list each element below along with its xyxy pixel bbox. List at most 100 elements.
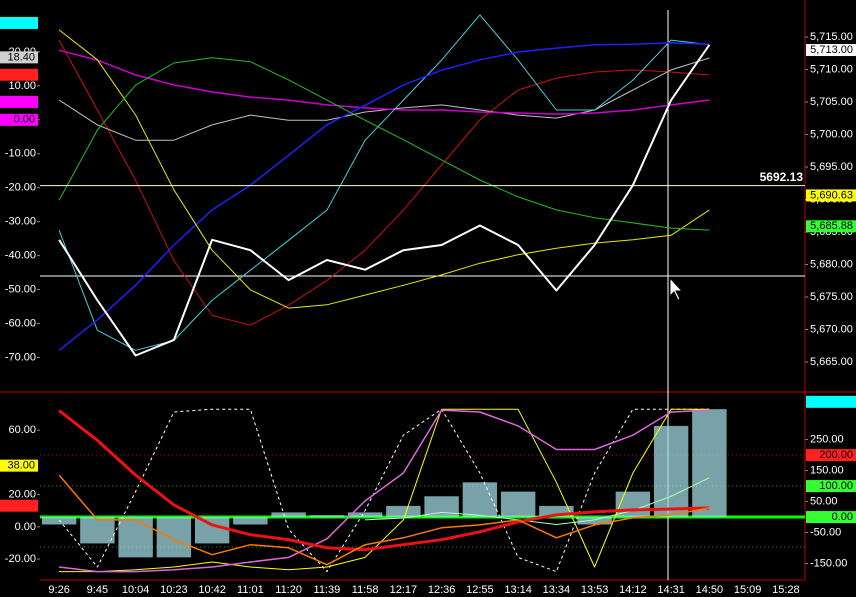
y-tick-label: 0.00 <box>15 521 36 533</box>
x-tick-label: 11:01 <box>237 584 264 596</box>
value-badge-label: 0.00 <box>832 511 853 523</box>
x-tick-label: 11:39 <box>314 584 341 596</box>
x-tick-label: 9:45 <box>87 584 108 596</box>
histogram-bar <box>271 512 306 518</box>
y-tick-label: 10.00 <box>8 80 36 92</box>
x-tick-label: 10:42 <box>198 584 226 596</box>
y2-tick-label: 5,665.00 <box>810 356 853 368</box>
x-tick-label: 13:34 <box>543 584 571 596</box>
y-tick-label: -40.00 <box>5 250 36 262</box>
y-tick-label: -30.00 <box>5 216 36 228</box>
mouse-cursor <box>669 276 684 301</box>
y2-tick-label: 5,680.00 <box>810 258 853 270</box>
histogram-bar <box>156 517 192 558</box>
value-badge <box>0 95 38 108</box>
x-tick-label: 13:53 <box>581 584 609 596</box>
histogram-bar <box>309 515 345 518</box>
x-tick-label: 14:31 <box>657 584 685 596</box>
histogram-bar <box>386 505 421 518</box>
value-badge <box>0 68 38 81</box>
y2-tick-label: -50.00 <box>810 526 841 538</box>
price-line-label: 5692.13 <box>760 170 804 184</box>
histogram-bar <box>347 512 383 518</box>
value-badge-label: 5,713.00 <box>810 44 853 56</box>
histogram-bar <box>577 517 612 525</box>
y2-tick-label: -150.00 <box>810 557 847 569</box>
value-badge <box>0 113 38 126</box>
y-tick-label: -50.00 <box>5 283 36 295</box>
x-tick-label: 12:55 <box>466 584 494 596</box>
x-tick-label: 11:58 <box>352 584 379 596</box>
y2-tick-label: 5,715.00 <box>810 31 853 43</box>
value-badge <box>0 51 38 64</box>
y2-tick-label: 5,710.00 <box>810 63 853 75</box>
plot-area <box>58 14 711 357</box>
x-tick-label: 10:04 <box>122 584 150 596</box>
y-tick-label: -60.00 <box>5 317 36 329</box>
y2-tick-label: 250.00 <box>810 433 844 445</box>
series-line <box>58 42 710 351</box>
series-line <box>58 57 710 231</box>
x-tick-label: 14:12 <box>619 584 647 596</box>
series-line <box>365 477 710 525</box>
y-tick-label: -20.00 <box>5 553 36 565</box>
x-tick-label: 15:28 <box>772 584 800 596</box>
histogram-bar <box>41 517 77 525</box>
x-tick-label: 9:26 <box>48 584 69 596</box>
y2-tick-label: 5,700.00 <box>810 128 853 140</box>
value-badge <box>0 499 38 512</box>
x-tick-label: 10:23 <box>160 584 188 596</box>
series-line <box>58 39 710 326</box>
histogram-bar <box>653 425 689 518</box>
series-line <box>59 408 710 573</box>
plot-area <box>41 408 727 573</box>
series-line <box>58 29 710 309</box>
y-tick-label: 20.00 <box>8 489 36 501</box>
series-line <box>58 49 710 115</box>
histogram-bar <box>194 517 230 544</box>
y2-tick-label: 5,670.00 <box>810 323 853 335</box>
value-badge <box>806 395 856 408</box>
histogram-bar <box>80 517 115 544</box>
value-badge <box>806 449 856 462</box>
series-line <box>58 57 710 141</box>
series-line <box>58 409 710 552</box>
value-badge-label: 5,685.88 <box>810 220 853 232</box>
value-badge <box>806 480 856 493</box>
histogram-bar <box>692 409 727 518</box>
x-tick-label: 12:17 <box>390 584 418 596</box>
value-badge-label: 0.00 <box>14 114 35 126</box>
value-badge-label: 100.00 <box>819 480 853 492</box>
series-line <box>58 408 710 573</box>
histogram-bar <box>424 496 459 518</box>
y2-tick-label: 5,695.00 <box>810 161 853 173</box>
value-badge <box>0 459 38 472</box>
value-badge <box>0 16 38 29</box>
y2-tick-label: 50.00 <box>810 495 838 507</box>
y-tick-label: -70.00 <box>5 351 36 363</box>
x-tick-label: 14:50 <box>696 584 724 596</box>
value-badge-label: 200.00 <box>819 449 853 461</box>
histogram-bar <box>118 517 153 558</box>
value-badge-label: 5,690.63 <box>810 189 853 201</box>
y2-tick-label: 5,675.00 <box>810 291 853 303</box>
y-tick-label: 60.00 <box>8 424 36 436</box>
y-tick-label: -10.00 <box>5 148 36 160</box>
x-tick-label: 11:20 <box>275 584 302 596</box>
series-line <box>58 474 710 566</box>
x-tick-label: 13:14 <box>504 584 532 596</box>
value-badge <box>806 44 856 57</box>
value-badge <box>806 189 856 202</box>
series-line <box>59 409 710 573</box>
value-badge <box>806 220 856 233</box>
histogram-bar <box>500 491 536 518</box>
x-tick-label: 12:36 <box>428 584 456 596</box>
series-line <box>58 44 711 357</box>
value-badge <box>806 511 856 524</box>
y2-tick-label: 150.00 <box>810 464 844 476</box>
histogram-bar <box>462 482 498 518</box>
y2-tick-label: 5,705.00 <box>810 96 853 108</box>
value-badge-label: 18.40 <box>7 51 35 63</box>
histogram-bar <box>539 505 574 518</box>
